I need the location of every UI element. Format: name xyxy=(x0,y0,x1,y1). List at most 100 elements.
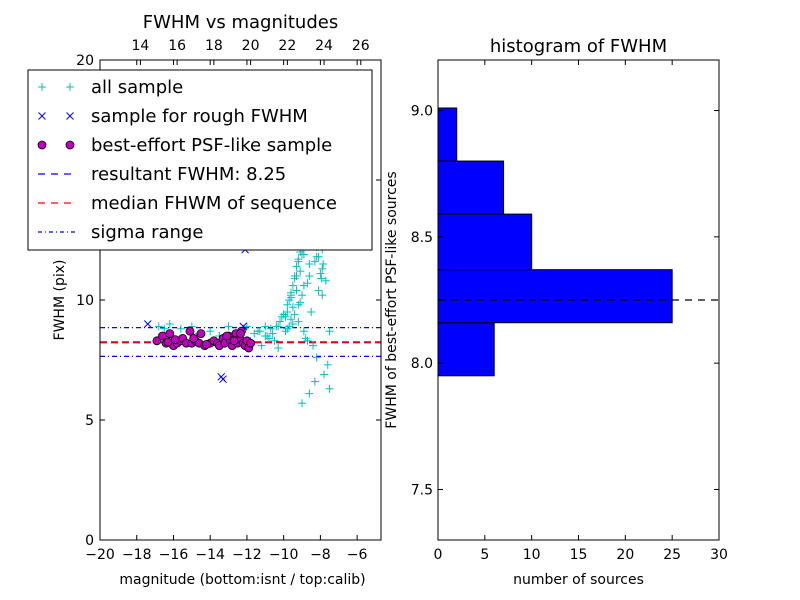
x-tick-label: 10 xyxy=(523,547,541,563)
y-tick-label: 10 xyxy=(76,293,94,309)
legend-label: best-effort PSF-like sample xyxy=(91,135,332,156)
plus-marker xyxy=(307,308,316,316)
y-tick-label: 8.0 xyxy=(411,356,433,372)
plus-marker xyxy=(312,353,321,362)
y-tick-label: 8.5 xyxy=(411,230,433,246)
plus-marker xyxy=(38,83,46,91)
x-tick-label: −16 xyxy=(159,547,189,563)
x-marker-b xyxy=(66,112,74,120)
plus-marker xyxy=(266,324,275,333)
x-tick-label: −18 xyxy=(122,547,152,563)
plus-marker xyxy=(303,336,312,345)
plus-marker xyxy=(283,324,292,333)
plus-marker xyxy=(287,291,296,300)
plus-marker xyxy=(283,308,292,316)
plus-marker xyxy=(257,341,266,350)
plus-marker xyxy=(290,310,299,319)
plus-marker xyxy=(274,344,283,352)
histogram-plot-frame xyxy=(437,59,720,541)
circle-marker xyxy=(222,331,232,341)
plus-marker xyxy=(299,327,308,336)
plus-marker xyxy=(292,286,301,295)
circle-marker xyxy=(189,333,199,343)
histogram-title: histogram of FWHM xyxy=(490,36,667,57)
plus-marker xyxy=(294,317,303,326)
histogram-bar xyxy=(437,322,495,377)
x-tick-label: −10 xyxy=(269,547,299,563)
histogram-bar xyxy=(437,213,533,271)
plus-marker xyxy=(310,377,319,386)
plus-marker xyxy=(242,322,251,331)
top-tick-label: 24 xyxy=(315,38,333,54)
scatter-points xyxy=(143,147,334,408)
histogram-bars xyxy=(437,107,719,377)
x-marker xyxy=(38,112,46,120)
top-tick-label: 20 xyxy=(242,38,260,54)
circle-marker xyxy=(229,336,239,346)
plus-marker xyxy=(287,315,296,324)
scatter-title: FWHM vs magnitudes xyxy=(143,12,338,33)
x-tick-label: 25 xyxy=(663,547,681,563)
circle-marker xyxy=(196,329,206,339)
x-tick-label: −14 xyxy=(195,547,225,563)
top-tick-label: 22 xyxy=(278,38,296,54)
x-tick-label: 0 xyxy=(434,547,443,563)
legend-entry: all sample xyxy=(38,77,183,98)
x-marker xyxy=(143,320,152,328)
plus-marker xyxy=(253,327,262,336)
plus-marker xyxy=(312,252,321,261)
histogram-x-axis-label: number of sources xyxy=(513,572,644,588)
circle-marker xyxy=(163,337,173,347)
plus-marker xyxy=(270,336,279,345)
circle-marker xyxy=(65,140,75,150)
y-tick-label: 0 xyxy=(85,533,94,549)
x-tick-label: −20 xyxy=(85,547,115,563)
y-tick-label: 9.0 xyxy=(411,104,433,120)
legend-box xyxy=(27,69,373,251)
legend-entry: best-effort PSF-like sample xyxy=(37,135,332,156)
plus-marker xyxy=(325,384,334,393)
plus-marker xyxy=(294,255,303,264)
plus-marker xyxy=(176,324,185,333)
circle-marker xyxy=(185,326,195,336)
circle-marker xyxy=(152,336,162,346)
legend-entry: sample for rough FWHM xyxy=(38,106,308,127)
histogram-bar xyxy=(437,269,673,324)
histogram-ticks: 0 5 10 15 20 25 30 7.5 8.0 8.5 9.0 xyxy=(411,60,728,563)
x-marker-b xyxy=(219,375,227,384)
plus-marker xyxy=(206,327,215,336)
plus-marker xyxy=(325,327,334,336)
plus-marker xyxy=(154,322,163,331)
x-tick-label: 15 xyxy=(570,547,588,563)
plus-marker xyxy=(323,360,332,369)
y-tick-label: 20 xyxy=(76,53,94,69)
circle-marker xyxy=(170,335,180,345)
plus-marker xyxy=(298,291,307,300)
plus-marker xyxy=(305,389,314,398)
plus-marker xyxy=(298,399,307,408)
histogram-y-axis-label: FWHM of best-effort PSF-like sources xyxy=(384,171,400,428)
x-tick-label: 30 xyxy=(710,547,728,563)
histogram-bar xyxy=(437,107,458,162)
top-tick-label: 26 xyxy=(352,38,370,54)
legend-label: resultant FWHM: 8.25 xyxy=(91,164,286,185)
plus-marker xyxy=(268,329,277,338)
top-tick-label: 16 xyxy=(168,38,186,54)
x-marker xyxy=(66,112,74,120)
plus-marker xyxy=(303,279,312,288)
x-tick-label: −12 xyxy=(232,547,262,563)
scatter-plot-frame xyxy=(99,59,382,541)
y-tick-label: 7.5 xyxy=(411,482,433,498)
plus-marker xyxy=(288,320,297,328)
x-marker xyxy=(219,375,227,384)
legend-entry: resultant FWHM: 8.25 xyxy=(38,164,286,185)
plus-marker xyxy=(288,303,297,312)
plus-marker xyxy=(305,272,314,280)
plus-marker xyxy=(165,320,174,328)
plus-marker xyxy=(317,274,326,283)
top-tick-label: 18 xyxy=(205,38,223,54)
plus-marker xyxy=(263,332,272,340)
plus-marker xyxy=(321,276,330,285)
plus-marker xyxy=(224,322,233,331)
